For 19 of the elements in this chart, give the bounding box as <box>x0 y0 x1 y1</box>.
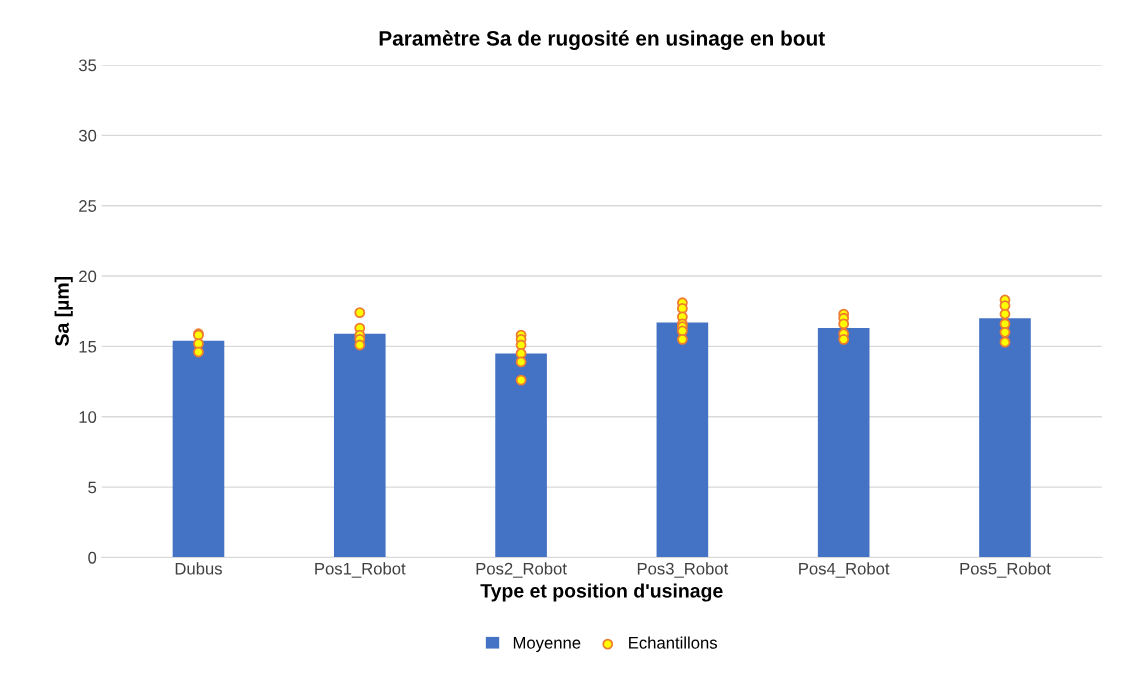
legend-label: Echantillons <box>629 636 717 649</box>
y-tick-label: 5 <box>88 481 97 494</box>
y-tick-label: 35 <box>78 59 97 72</box>
legend-label: Moyenne <box>513 637 581 653</box>
x-axis-title: Type et position d'usinage <box>480 583 723 602</box>
chart-title: Paramètre Sa de rugosité en usinage en bout <box>379 30 825 50</box>
y-tick-label: 20 <box>79 270 97 283</box>
x-tick-label: Pos1_Robot <box>315 562 406 578</box>
x-tick-label: Dubus <box>175 562 222 575</box>
x-tick-label: Pos5_Robot <box>960 562 1051 578</box>
y-tick-label: 0 <box>88 551 97 564</box>
y-tick-label: 25 <box>79 200 97 212</box>
y-tick-label: 10 <box>79 411 97 423</box>
x-tick-label: Pos4_Robot <box>799 562 890 578</box>
y-tick-label: 15 <box>79 340 97 353</box>
x-tick-label: Pos2_Robot <box>476 562 567 578</box>
x-tick-label: Pos3_Robot <box>637 562 729 578</box>
y-tick-label: 30 <box>78 129 97 142</box>
y-axis-title: Sa [µm] <box>54 277 73 346</box>
